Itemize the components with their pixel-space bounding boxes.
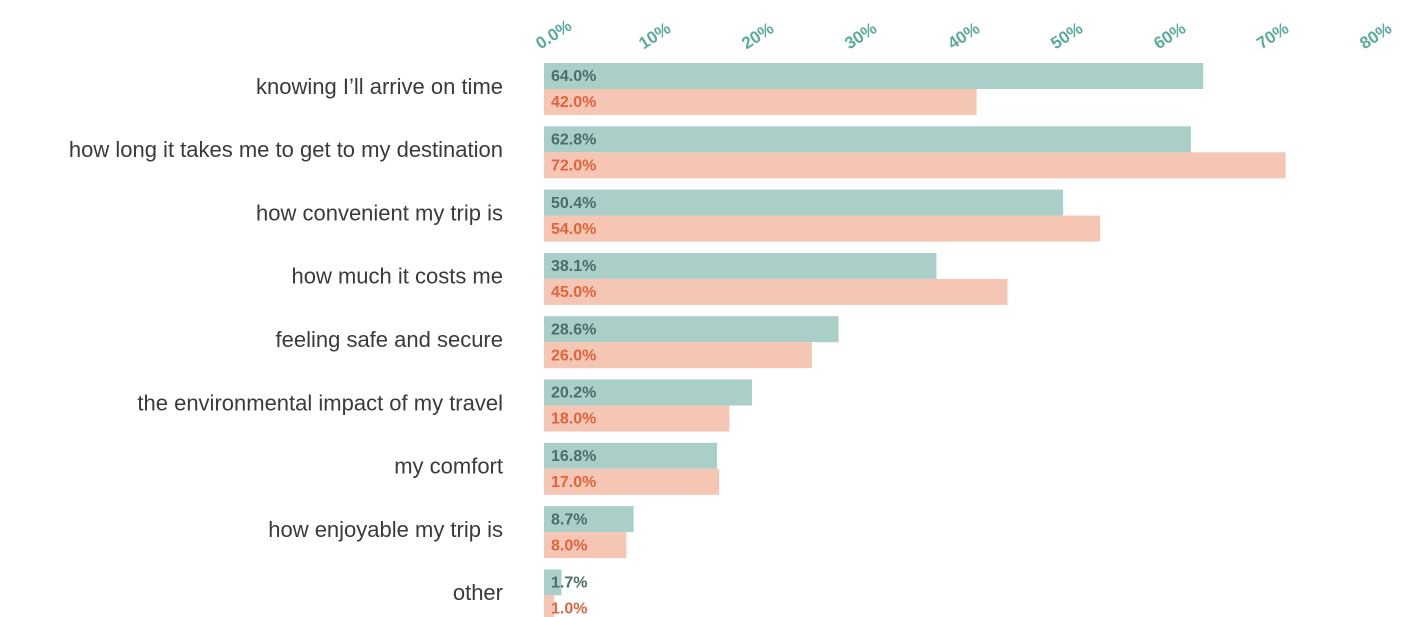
value-label: 28.6% [551,321,596,338]
category-label: the environmental impact of my travel [137,390,503,415]
bar [544,442,718,469]
category-label: other [453,580,503,605]
x-tick-label: 50% [1047,19,1086,53]
value-label: 72.0% [551,158,596,175]
category-label: how long it takes me to get to my destin… [69,137,503,162]
bar [544,342,812,369]
bar [544,126,1191,153]
bar [544,405,730,432]
bar [544,189,1064,216]
value-label: 8.0% [551,537,587,554]
x-tick-label: 10% [635,19,674,53]
x-tick-label: 20% [738,19,777,53]
value-label: 8.7% [551,511,587,528]
bar [544,532,627,559]
bar [544,316,839,343]
x-tick-label: 40% [944,19,983,53]
bar [544,506,634,533]
category-label: knowing I’ll arrive on time [256,74,503,99]
value-label: 20.2% [551,385,596,402]
x-tick-label: 0.0% [532,16,575,53]
value-label: 62.8% [551,132,596,149]
x-tick-label: 30% [841,19,880,53]
value-label: 50.4% [551,195,596,212]
value-label: 54.0% [551,221,596,238]
bar [544,89,977,115]
value-label: 17.0% [551,474,596,491]
bar [544,215,1101,242]
bar [544,379,753,406]
bar [544,252,937,279]
value-label: 1.7% [551,575,587,592]
x-tick-label: 70% [1253,19,1292,53]
value-label: 1.0% [551,601,587,617]
bar [544,569,562,596]
bar [544,595,555,617]
bar [544,63,1204,89]
x-tick-label: 60% [1150,19,1189,53]
value-label: 16.8% [551,448,596,465]
value-label: 45.0% [551,284,596,301]
bar [544,468,720,495]
category-label: my comfort [394,454,503,479]
value-label: 26.0% [551,347,596,364]
category-label: how convenient my trip is [256,200,503,225]
value-label: 42.0% [551,94,596,111]
bar [544,278,1008,305]
category-label: how much it costs me [291,264,503,289]
bar [544,152,1286,179]
value-label: 38.1% [551,258,596,275]
value-label: 64.0% [551,68,596,85]
category-label: feeling safe and secure [276,327,504,352]
x-tick-label: 80% [1356,19,1395,53]
category-label: how enjoyable my trip is [268,517,503,542]
value-label: 18.0% [551,411,596,428]
